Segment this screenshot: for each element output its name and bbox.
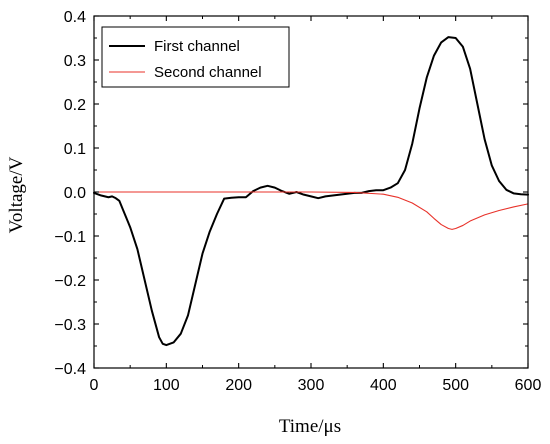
y-tick-label: 0.2 bbox=[64, 97, 86, 114]
series-line-1 bbox=[93, 36, 529, 347]
legend-box bbox=[101, 26, 290, 88]
legend: First channel Second channel bbox=[101, 26, 290, 88]
x-tick-label: 200 bbox=[225, 377, 252, 394]
legend-label-2: Second channel bbox=[154, 64, 262, 81]
x-tick-label: 400 bbox=[370, 377, 397, 394]
series-line-2 bbox=[93, 191, 529, 230]
y-tick-label: −0.2 bbox=[54, 273, 86, 290]
y-tick-label: −0.4 bbox=[54, 361, 86, 378]
x-tick-label: 600 bbox=[515, 377, 542, 394]
axes: 0 100 200 300 400 500 600 −0.4 −0.3 −0.2 −0.1 0.0 0.… bbox=[54, 9, 541, 394]
y-axis-title: Voltage/V bbox=[6, 156, 27, 233]
x-tick-label: 300 bbox=[298, 377, 325, 394]
x-tick-label: 0 bbox=[90, 377, 99, 394]
y-tick-label: 0.0 bbox=[64, 185, 86, 202]
x-axis-title: Time/μs bbox=[279, 416, 341, 437]
plot-area bbox=[93, 36, 529, 347]
legend-label-1: First channel bbox=[154, 38, 240, 55]
y-tick-label: 0.4 bbox=[64, 9, 86, 26]
y-tick-label: 0.3 bbox=[64, 53, 86, 70]
x-tick-label: 500 bbox=[442, 377, 469, 394]
y-tick-label: −0.1 bbox=[54, 229, 86, 246]
y-tick-label: −0.3 bbox=[54, 317, 86, 334]
y-tick-label: 0.1 bbox=[64, 141, 86, 158]
x-tick-label: 100 bbox=[153, 377, 180, 394]
